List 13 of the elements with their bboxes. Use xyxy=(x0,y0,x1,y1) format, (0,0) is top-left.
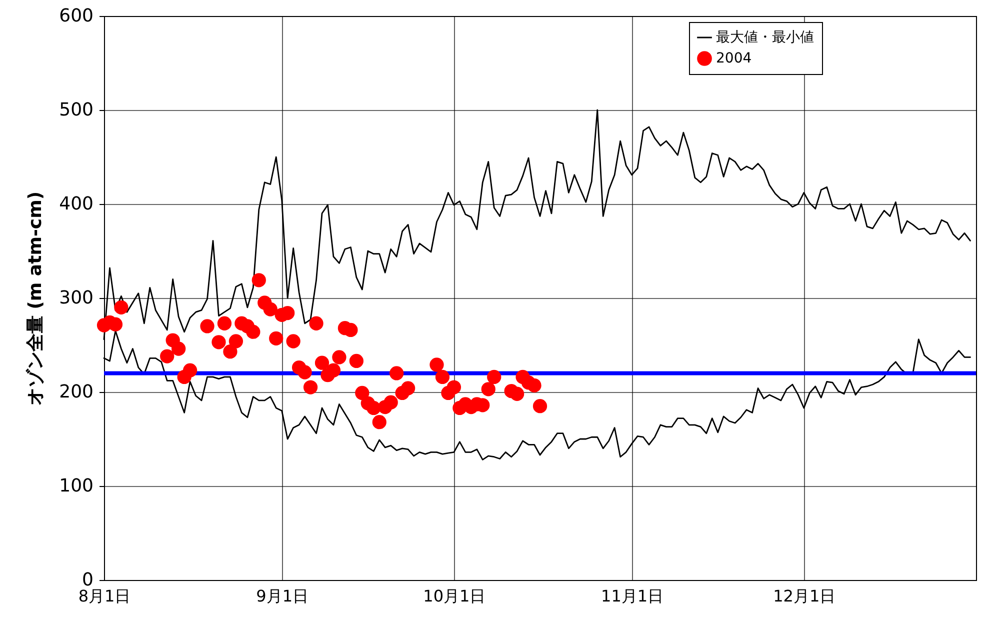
y-axis-title: オゾン全量 (m atm-cm) xyxy=(25,191,46,406)
x-tick-label: 12月1日 xyxy=(773,586,836,606)
y-tick-label: 300 xyxy=(59,288,94,308)
y-tick-label: 100 xyxy=(59,476,94,496)
x-tick-label: 9月1日 xyxy=(256,586,309,606)
x-tick-label: 11月1日 xyxy=(601,586,664,606)
y-tick-label: 400 xyxy=(59,194,94,214)
legend-label: 2004 xyxy=(716,50,752,66)
y-tick-label: 200 xyxy=(59,382,94,402)
y-tick-label: 600 xyxy=(59,6,94,26)
x-tick-label: 10月1日 xyxy=(423,586,486,606)
y-tick-label: 500 xyxy=(59,100,94,120)
legend-label: 最大値・最小値 xyxy=(716,30,814,46)
